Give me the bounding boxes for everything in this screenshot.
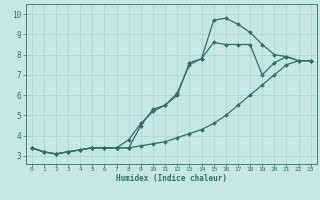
X-axis label: Humidex (Indice chaleur): Humidex (Indice chaleur) [116, 174, 227, 183]
